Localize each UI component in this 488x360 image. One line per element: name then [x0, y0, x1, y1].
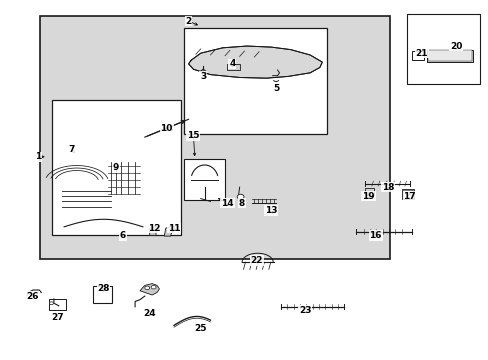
- Text: 14: 14: [221, 199, 233, 208]
- Text: 11: 11: [167, 224, 180, 233]
- Text: 23: 23: [299, 306, 311, 315]
- Text: 5: 5: [272, 84, 279, 93]
- Bar: [402, 190, 412, 198]
- Bar: [411, 51, 424, 60]
- Text: 7: 7: [68, 145, 75, 154]
- Text: 12: 12: [148, 224, 161, 233]
- Text: 10: 10: [160, 124, 173, 133]
- Bar: [183, 158, 224, 200]
- Bar: [183, 28, 326, 134]
- Polygon shape: [140, 284, 159, 295]
- Circle shape: [151, 285, 156, 289]
- Text: 6: 6: [120, 231, 126, 240]
- Bar: [93, 286, 112, 303]
- Text: 8: 8: [239, 199, 244, 208]
- Bar: [426, 50, 472, 62]
- Text: 25: 25: [194, 324, 206, 333]
- Bar: [401, 189, 413, 199]
- Bar: [40, 16, 389, 258]
- Text: 28: 28: [97, 284, 109, 293]
- Text: 2: 2: [185, 17, 191, 26]
- Circle shape: [49, 302, 53, 305]
- Text: 19: 19: [362, 192, 374, 201]
- Text: 17: 17: [403, 192, 415, 201]
- Polygon shape: [164, 226, 175, 236]
- Polygon shape: [188, 46, 322, 78]
- Bar: [52, 100, 181, 235]
- Text: 27: 27: [51, 313, 63, 322]
- Bar: [407, 14, 479, 84]
- Text: 24: 24: [143, 310, 156, 319]
- Text: 16: 16: [369, 231, 381, 240]
- Bar: [226, 64, 240, 70]
- Text: 26: 26: [27, 292, 39, 301]
- Text: 21: 21: [415, 49, 427, 58]
- Text: 3: 3: [200, 72, 206, 81]
- Text: 13: 13: [264, 206, 277, 215]
- Bar: [49, 299, 66, 310]
- Circle shape: [144, 286, 149, 290]
- Text: 1: 1: [35, 152, 41, 161]
- Circle shape: [237, 194, 244, 199]
- Bar: [365, 188, 373, 195]
- Text: 18: 18: [381, 183, 393, 192]
- Text: 15: 15: [187, 131, 199, 140]
- Text: 22: 22: [250, 256, 263, 265]
- Text: 20: 20: [449, 41, 461, 50]
- Text: 4: 4: [229, 59, 235, 68]
- Text: 9: 9: [112, 163, 119, 172]
- Polygon shape: [149, 226, 159, 235]
- Bar: [427, 50, 471, 62]
